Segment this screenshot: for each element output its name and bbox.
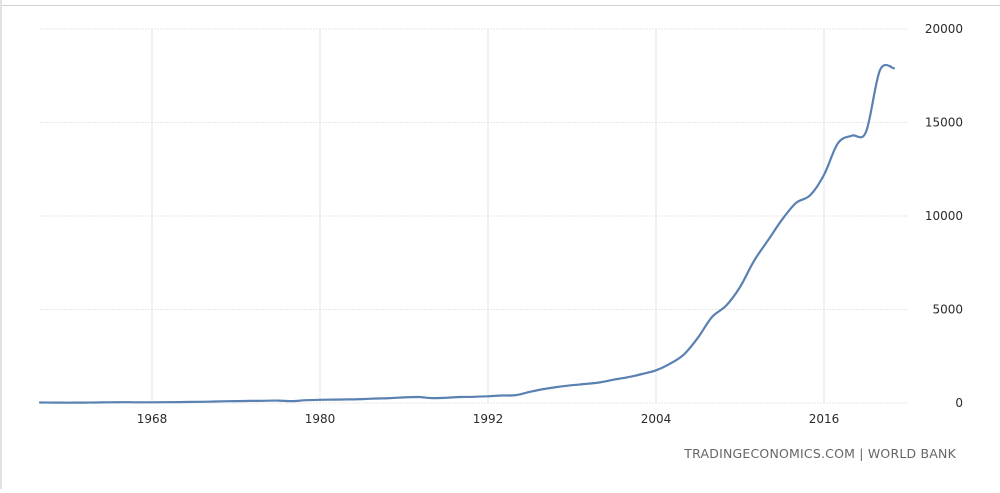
- data-point: [234, 399, 238, 403]
- data-point: [374, 397, 378, 401]
- data-point: [444, 396, 448, 400]
- data-point: [290, 399, 294, 403]
- data-point: [668, 362, 672, 366]
- x-tick-label: 1968: [137, 412, 168, 426]
- data-point: [696, 336, 700, 340]
- x-tick-label: 2004: [641, 412, 672, 426]
- data-point: [626, 375, 630, 379]
- data-point: [458, 395, 462, 399]
- data-point: [122, 400, 126, 404]
- data-point: [640, 372, 644, 376]
- data-point: [892, 66, 896, 70]
- data-point: [206, 400, 210, 404]
- data-point: [360, 397, 364, 401]
- data-point: [654, 368, 658, 372]
- data-point: [752, 259, 756, 263]
- data-point: [94, 401, 98, 405]
- data-point: [430, 396, 434, 400]
- data-point: [682, 352, 686, 356]
- y-tick-label: 20000: [925, 22, 963, 36]
- data-point: [108, 400, 112, 404]
- data-point: [38, 401, 42, 405]
- data-point: [542, 387, 546, 391]
- y-axis-tick-labels: 0 5000 10000 15000 20000: [925, 22, 963, 410]
- data-point: [584, 382, 588, 386]
- data-point: [192, 400, 196, 404]
- data-point: [514, 393, 518, 397]
- top-border: [0, 0, 1000, 6]
- data-point: [836, 141, 840, 145]
- data-point: [52, 401, 56, 405]
- data-point: [794, 201, 798, 205]
- data-point: [878, 68, 882, 72]
- data-point: [780, 218, 784, 222]
- data-point: [528, 390, 532, 394]
- series-layer: [38, 63, 896, 405]
- data-point: [318, 398, 322, 402]
- series-line: [38, 63, 896, 404]
- data-point: [500, 394, 504, 398]
- grid-lines: [40, 28, 908, 404]
- source-credit: TRADINGECONOMICS.COM | WORLD BANK: [684, 446, 956, 461]
- data-point: [486, 394, 490, 398]
- data-point: [808, 193, 812, 197]
- data-point: [346, 397, 350, 401]
- data-point: [822, 173, 826, 177]
- data-point: [402, 395, 406, 399]
- left-border: [0, 0, 2, 489]
- data-point: [164, 400, 168, 404]
- data-point: [416, 395, 420, 399]
- data-point: [262, 399, 266, 403]
- x-tick-label: 1992: [473, 412, 504, 426]
- x-tick-label: 1980: [305, 412, 336, 426]
- data-point: [850, 134, 854, 138]
- data-point: [710, 315, 714, 319]
- data-point: [332, 398, 336, 402]
- data-point: [220, 399, 224, 403]
- data-point: [766, 238, 770, 242]
- x-tick-label: 2016: [809, 412, 840, 426]
- data-point: [150, 400, 154, 404]
- data-point: [80, 401, 84, 405]
- data-point: [66, 401, 70, 405]
- data-point: [612, 378, 616, 382]
- data-point: [304, 398, 308, 402]
- data-point: [570, 383, 574, 387]
- data-point: [556, 385, 560, 389]
- data-point: [136, 400, 140, 404]
- data-point: [724, 304, 728, 308]
- data-point: [178, 400, 182, 404]
- y-tick-label: 0: [955, 396, 963, 410]
- data-point: [598, 380, 602, 384]
- x-axis-tick-labels: 1968 1980 1992 2004 2016: [137, 412, 840, 426]
- data-point: [864, 130, 868, 134]
- y-tick-label: 5000: [932, 303, 963, 317]
- data-point: [472, 395, 476, 399]
- data-point: [388, 396, 392, 400]
- data-point: [738, 285, 742, 289]
- y-tick-label: 10000: [925, 209, 963, 223]
- data-point: [276, 399, 280, 403]
- y-tick-label: 15000: [925, 116, 963, 130]
- data-point: [248, 399, 252, 403]
